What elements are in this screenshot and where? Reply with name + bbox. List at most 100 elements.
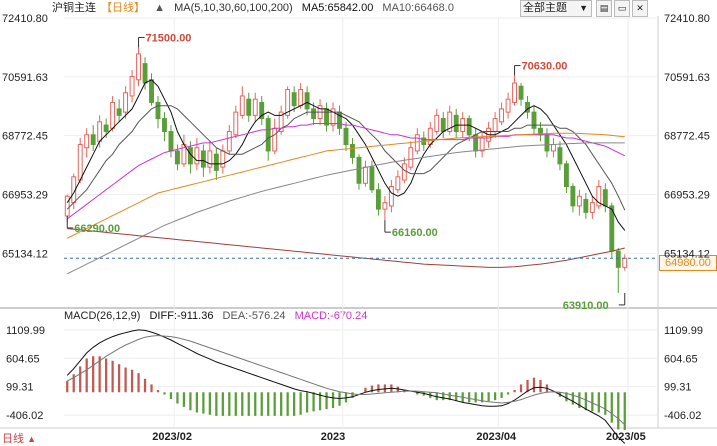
minimize-button[interactable]: ▭	[614, 0, 630, 17]
candle-body	[427, 127, 433, 145]
candle-body	[382, 202, 388, 210]
low-annotation: 66290.00	[74, 223, 120, 235]
candle-body	[363, 166, 368, 184]
theme-select[interactable]: 全部主题 ▼	[520, 0, 592, 17]
candle-body	[324, 108, 329, 126]
candle-body	[602, 189, 608, 207]
candle-body	[311, 108, 317, 120]
candle-body	[90, 134, 96, 145]
chevron-up-icon: ▲	[27, 434, 36, 444]
candle-body	[512, 82, 517, 103]
candle-body	[162, 118, 167, 133]
y-tick-label-left: 65134.12	[2, 248, 48, 260]
macd-value: MACD:-670.24	[294, 310, 368, 322]
low-annotation: 63910.00	[563, 300, 609, 312]
candle-body	[440, 118, 446, 133]
candle-body	[544, 134, 550, 152]
candle-body	[330, 108, 336, 126]
close-icon: ✕	[636, 3, 644, 13]
close-button[interactable]: ✕	[632, 0, 648, 17]
candle-body	[213, 153, 219, 171]
ma-line-ma10	[66, 105, 626, 211]
instrument-name[interactable]: 沪铜主连	[52, 2, 96, 14]
candle-body	[492, 118, 498, 133]
current-price: 64980.00	[665, 257, 711, 269]
ma-line-ma60	[66, 132, 625, 239]
candle-body	[401, 163, 407, 181]
candle-body	[551, 143, 556, 152]
ma5-value: MA5:65842.00	[301, 2, 374, 14]
candle-body	[129, 76, 135, 97]
macd-tick-label-left: 604.65	[6, 353, 40, 365]
ma-line-ma5	[66, 79, 626, 231]
macd-label[interactable]: MACD(26,12,9)	[64, 310, 141, 322]
period-label[interactable]: 【日线】	[101, 2, 146, 14]
y-tick-label-left: 66953.29	[2, 189, 48, 201]
candle-body	[149, 79, 154, 103]
candle-body	[434, 114, 440, 133]
candle-body	[259, 101, 265, 120]
macd-diff: DIFF:-911.36	[149, 310, 214, 322]
macd-dea-line	[66, 334, 626, 426]
candle-body	[64, 195, 70, 217]
footer-period-tab[interactable]: 日线 ▲	[2, 430, 36, 446]
candle-body	[525, 101, 530, 113]
settings-button[interactable]: ▤	[596, 0, 612, 17]
candle-body	[615, 250, 621, 268]
low-annotation: 66160.00	[392, 227, 438, 239]
candle-body	[388, 186, 394, 207]
candle-body	[479, 137, 485, 152]
candle-body	[466, 118, 472, 136]
candle-body	[518, 85, 524, 100]
high-annotation: 71500.00	[146, 32, 192, 44]
ma-line-ma100	[66, 142, 625, 275]
candle-body	[304, 92, 310, 110]
candle-body	[570, 186, 576, 207]
y-tick-label-left: 72410.80	[2, 13, 48, 25]
candle-body	[97, 121, 103, 142]
y-tick-label-left: 70591.63	[2, 72, 48, 84]
candle-body	[142, 63, 148, 84]
y-tick-label-left: 68772.45	[2, 131, 48, 143]
ma-label[interactable]: MA(5,10,30,60,100,200)	[174, 2, 293, 14]
macd-tick-label-left: 99.31	[6, 382, 34, 394]
ma10-value: MA10:66468.0	[382, 2, 454, 14]
x-tick-label: 2023/05	[606, 431, 646, 443]
y-tick-label-right: 68772.45	[664, 131, 710, 143]
candle-body	[596, 186, 602, 207]
candle-body	[194, 147, 200, 165]
candle-body	[77, 143, 83, 181]
candle-body	[103, 124, 109, 133]
candle-body	[414, 134, 420, 152]
macd-dea: DEA:-576.24	[222, 310, 286, 322]
candle-body	[395, 176, 401, 191]
ma-line-ma200	[67, 228, 625, 268]
candle-body	[246, 98, 252, 116]
candle-body	[265, 118, 271, 152]
candle-body	[136, 53, 141, 81]
candle-body	[622, 257, 628, 268]
candle-body	[175, 150, 180, 165]
x-tick-label: 2023/02	[152, 431, 192, 443]
candle-body	[207, 150, 213, 168]
candle-body	[278, 111, 284, 133]
macd-tick-label-right: 1109.99	[664, 325, 703, 337]
candle-body	[453, 114, 459, 133]
candle-body	[272, 127, 278, 152]
candle-body	[116, 108, 122, 116]
x-tick-label: 2023/04	[476, 431, 517, 443]
macd-tick-label-left: 1109.99	[6, 325, 45, 337]
candle-body	[589, 202, 595, 213]
settings-icon: ▤	[599, 3, 609, 13]
candle-body	[226, 131, 232, 152]
y-tick-label-right: 72410.80	[664, 13, 710, 25]
candle-body	[356, 156, 362, 184]
macd-tick-label-right: 99.31	[664, 382, 692, 394]
current-price-tag: 64980.00	[659, 255, 717, 271]
candle-body	[408, 147, 414, 168]
candle-body	[557, 147, 563, 165]
candle-body	[583, 198, 589, 213]
high-annotation: 70630.00	[522, 61, 568, 73]
candle-body	[350, 143, 355, 158]
